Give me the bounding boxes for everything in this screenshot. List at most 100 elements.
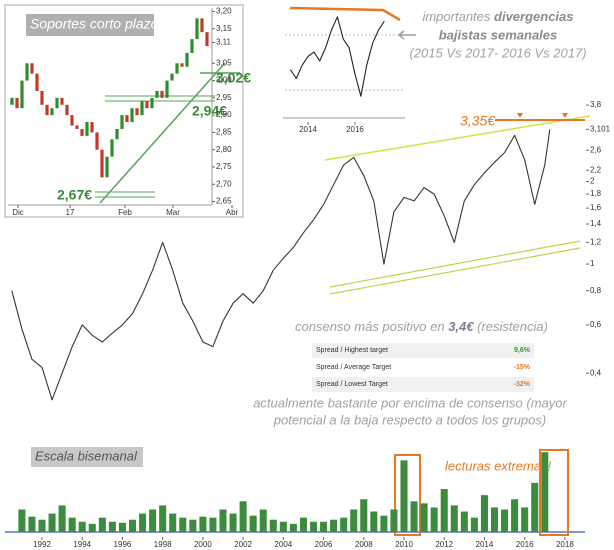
y-tick-label: 2 xyxy=(590,177,595,186)
x-tick-label: 2018 xyxy=(556,540,574,549)
bar xyxy=(18,509,26,532)
candle xyxy=(50,108,54,116)
marker xyxy=(517,113,568,118)
candle xyxy=(30,63,34,74)
y-tick-label: 2,70 xyxy=(216,179,232,188)
y-tick-label: 1,8 xyxy=(590,189,602,198)
candle xyxy=(125,115,129,123)
candle xyxy=(195,18,199,40)
x-tick-label: 2006 xyxy=(315,540,333,549)
x-tick-label: 2014 xyxy=(299,125,317,134)
x-tick-label: 1996 xyxy=(114,540,132,549)
bar xyxy=(440,489,448,532)
annotation: importantes divergencias xyxy=(422,9,573,24)
price-line xyxy=(11,129,551,401)
candle xyxy=(90,122,94,133)
bar xyxy=(340,517,348,532)
annotation: consenso más positivo en xyxy=(295,319,448,334)
table-label: Spread / Highest target xyxy=(316,347,388,354)
bar xyxy=(48,513,56,532)
y-tick-label: 2,6 xyxy=(590,145,602,154)
candle xyxy=(45,104,49,116)
candle xyxy=(200,18,204,33)
candle xyxy=(145,101,149,109)
bar xyxy=(128,519,137,532)
bar xyxy=(118,522,126,532)
y-tick-label: 3,15 xyxy=(216,24,232,33)
annotation: 3,02€ xyxy=(216,70,251,86)
y-tick-label: 1,4 xyxy=(590,219,602,228)
bar xyxy=(320,521,328,532)
bar xyxy=(450,505,458,532)
bar xyxy=(139,513,147,532)
candle xyxy=(95,132,99,150)
bar xyxy=(380,515,388,532)
x-tick-label: 2016 xyxy=(516,540,534,549)
annotation: bajistas semanales xyxy=(439,27,558,42)
bar xyxy=(159,505,167,532)
y-tick-label: 1,2 xyxy=(590,237,602,246)
bar xyxy=(209,517,217,532)
y-tick-label: 2,90 xyxy=(216,110,232,119)
y-tick-label: 1,6 xyxy=(590,203,602,212)
price-line xyxy=(289,16,385,97)
inset-weekly: importantes divergencias bajistas semana… xyxy=(283,6,587,134)
y-tick-label: 0,6 xyxy=(590,320,602,329)
bar xyxy=(460,511,468,532)
y-tick-label: 3,101 xyxy=(590,124,611,133)
bar xyxy=(58,505,66,532)
bar xyxy=(410,501,418,532)
bar xyxy=(199,516,207,532)
bar xyxy=(269,519,277,532)
bar xyxy=(38,519,46,532)
bar xyxy=(179,517,187,532)
candle xyxy=(65,104,69,116)
inset-frame xyxy=(4,4,244,218)
bar xyxy=(279,521,287,532)
bar xyxy=(229,513,237,532)
bar xyxy=(350,509,358,532)
bar xyxy=(501,509,509,532)
candle xyxy=(25,63,29,81)
x-tick-label: 17 xyxy=(66,208,75,217)
candle xyxy=(165,80,169,98)
y-tick-label: 2,95 xyxy=(216,93,232,102)
bar xyxy=(541,452,549,532)
candle xyxy=(80,128,84,136)
annotation: actualmente bastante por encima de conse… xyxy=(253,395,567,410)
bar xyxy=(330,519,338,532)
annotation: importantes xyxy=(422,9,494,24)
annotation: (resistencia) xyxy=(474,319,548,334)
candle xyxy=(185,52,189,67)
x-tick-label: Mar xyxy=(166,208,180,217)
candle xyxy=(155,90,159,98)
bar xyxy=(149,509,157,532)
annotation: 3,35€ xyxy=(460,113,496,129)
bar xyxy=(390,509,398,532)
candle xyxy=(190,39,194,53)
volume-title: Escala bisemanal xyxy=(35,448,138,463)
annotation: potencial a la baja respecto a todos los… xyxy=(273,412,546,427)
candle xyxy=(105,156,109,178)
bar xyxy=(430,507,438,532)
candle xyxy=(205,32,209,47)
bar xyxy=(259,509,267,532)
bar xyxy=(189,519,197,532)
candle xyxy=(60,97,64,105)
x-tick-label: 2016 xyxy=(346,125,364,134)
bar xyxy=(521,507,529,532)
candle xyxy=(135,108,139,116)
candle xyxy=(85,122,89,136)
candle xyxy=(175,63,179,74)
x-tick-label: 2008 xyxy=(355,540,373,549)
y-tick-label: 2,65 xyxy=(216,197,232,206)
table-row xyxy=(312,377,534,392)
candle xyxy=(115,128,119,140)
y-tick-label: 3,05 xyxy=(216,58,232,67)
title-bg xyxy=(26,14,154,36)
y-tick-label: 3,20 xyxy=(216,7,232,16)
x-tick-label: 2010 xyxy=(395,540,413,549)
y-tick-label: 3,8 xyxy=(590,100,602,109)
inset-title: Soportes corto plazo xyxy=(30,16,159,32)
